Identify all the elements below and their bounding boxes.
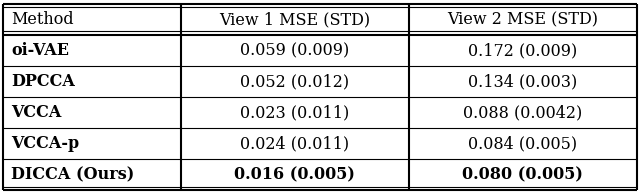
Text: View 1 MSE (STD): View 1 MSE (STD) [219, 11, 370, 28]
Text: DICCA (Ours): DICCA (Ours) [11, 166, 134, 183]
Text: 0.024 (0.011): 0.024 (0.011) [240, 135, 349, 152]
Text: 0.172 (0.009): 0.172 (0.009) [468, 42, 577, 59]
Text: VCCA-p: VCCA-p [11, 135, 79, 152]
Text: 0.134 (0.003): 0.134 (0.003) [468, 73, 577, 90]
Text: 0.052 (0.012): 0.052 (0.012) [240, 73, 349, 90]
Text: VCCA: VCCA [11, 104, 61, 121]
Text: 0.023 (0.011): 0.023 (0.011) [240, 104, 349, 121]
Text: oi-VAE: oi-VAE [11, 42, 69, 59]
Text: 0.016 (0.005): 0.016 (0.005) [234, 166, 355, 183]
Text: Method: Method [11, 11, 74, 28]
Text: DPCCA: DPCCA [11, 73, 75, 90]
Text: View 2 MSE (STD): View 2 MSE (STD) [447, 11, 598, 28]
Text: 0.080 (0.005): 0.080 (0.005) [462, 166, 583, 183]
Text: 0.088 (0.0042): 0.088 (0.0042) [463, 104, 582, 121]
Text: 0.059 (0.009): 0.059 (0.009) [240, 42, 349, 59]
Text: 0.084 (0.005): 0.084 (0.005) [468, 135, 577, 152]
